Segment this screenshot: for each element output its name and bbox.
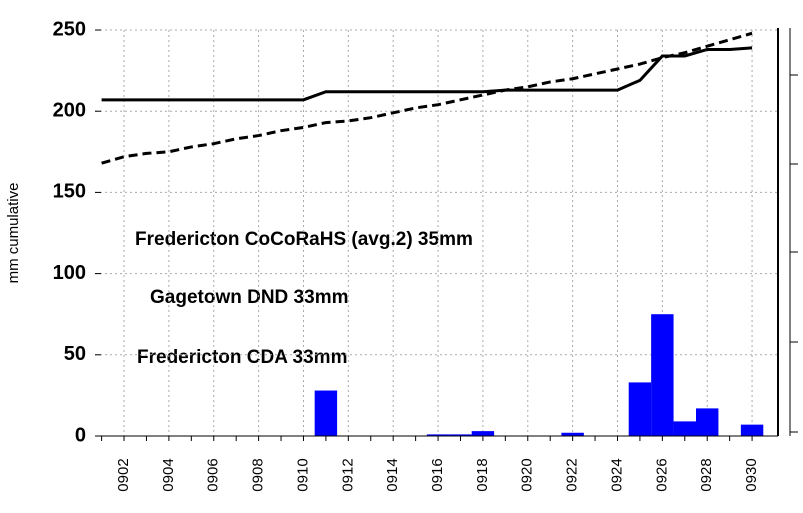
y-tick-label: 100 bbox=[53, 262, 86, 284]
x-tick-label: 0918 bbox=[474, 458, 491, 491]
x-tick-label: 0922 bbox=[564, 458, 581, 491]
x-tick-label: 0904 bbox=[160, 458, 177, 491]
bar bbox=[651, 314, 674, 436]
x-tick-label: 0914 bbox=[384, 458, 401, 491]
y-tick-label: 50 bbox=[64, 343, 86, 365]
x-tick-label: 0910 bbox=[294, 458, 311, 491]
right-ticks bbox=[790, 74, 798, 433]
bar bbox=[561, 432, 584, 436]
bar bbox=[426, 434, 450, 436]
y-tick-label: 250 bbox=[53, 18, 86, 40]
y-tick-label: 150 bbox=[53, 181, 86, 203]
x-tick-label: 0908 bbox=[250, 458, 267, 491]
x-tick-label: 0916 bbox=[429, 458, 446, 491]
x-tick-label: 0930 bbox=[743, 458, 760, 491]
y-axis-label: mm cumulative bbox=[5, 183, 22, 284]
x-tick-label: 0912 bbox=[339, 458, 356, 491]
bar bbox=[471, 431, 495, 436]
x-tick-label: 0926 bbox=[653, 458, 670, 491]
bar bbox=[673, 421, 696, 436]
annotation: Gagetown DND 33mm bbox=[150, 287, 348, 308]
bar bbox=[740, 424, 764, 436]
line bbox=[101, 46, 753, 102]
bar bbox=[695, 408, 719, 436]
x-tick-label: 0928 bbox=[698, 458, 715, 491]
annotation: Fredericton CDA 33mm bbox=[137, 347, 347, 368]
annotation: Fredericton CoCoRaHS (avg.2) 35mm bbox=[135, 229, 473, 250]
bar bbox=[449, 434, 472, 436]
x-tick-label: 0902 bbox=[115, 458, 132, 491]
y-tick-label: 200 bbox=[53, 99, 86, 121]
line bbox=[101, 31, 753, 165]
x-tick-label: 0924 bbox=[608, 458, 625, 491]
bar bbox=[314, 390, 338, 436]
y-tick-label: 0 bbox=[75, 424, 86, 446]
x-tick-label: 0920 bbox=[519, 458, 536, 491]
x-tick-label: 0906 bbox=[205, 458, 222, 491]
bar bbox=[628, 382, 652, 436]
